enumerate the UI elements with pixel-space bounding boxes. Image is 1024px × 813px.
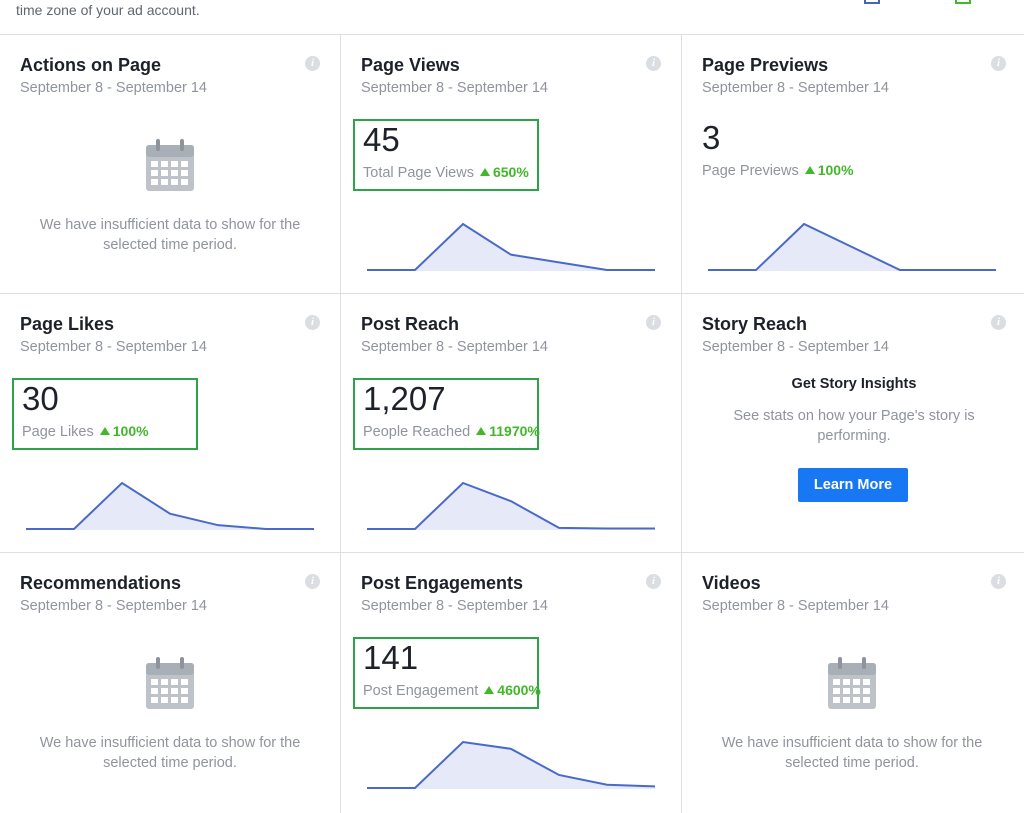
metric-subtitle: Post Engagement 4600% xyxy=(363,682,541,699)
card-title: Videos xyxy=(702,573,761,593)
card-page-views: Page Views September 8 - September 14 i … xyxy=(341,35,681,293)
card-page-previews: Page Previews September 8 - September 14… xyxy=(682,35,1024,293)
metric-change: 100% xyxy=(817,162,854,178)
card-post-reach: Post Reach September 8 - September 14 i … xyxy=(341,294,681,552)
up-arrow-icon xyxy=(476,427,487,435)
card-date-range: September 8 - September 14 xyxy=(702,598,889,614)
metric-summary: 45 Total Page Views 650% xyxy=(353,119,539,191)
card-title: Page Previews xyxy=(702,55,829,75)
card-date-range: September 8 - September 14 xyxy=(702,80,889,96)
card-title: Page Likes xyxy=(20,314,115,334)
metric-subtitle: Page Previews 100% xyxy=(702,162,854,179)
info-icon[interactable]: i xyxy=(991,315,1006,330)
info-icon[interactable]: i xyxy=(305,315,320,330)
metric-subtitle: People Reached 11970% xyxy=(363,423,540,440)
top-bar: time zone of your ad account. xyxy=(0,0,1024,35)
card-actions-on-page: Actions on Page September 8 - September … xyxy=(0,35,340,293)
card-post-engagements: Post Engagements September 8 - September… xyxy=(341,553,681,813)
card-recommendations: Recommendations September 8 - September … xyxy=(0,553,340,813)
card-title: Post Reach xyxy=(361,314,460,334)
metric-label: Page Previews xyxy=(702,163,799,179)
card-date-range: September 8 - September 14 xyxy=(361,80,548,96)
card-date-range: September 8 - September 14 xyxy=(361,339,548,355)
sparkline-area xyxy=(26,483,314,530)
learn-more-button[interactable]: Learn More xyxy=(798,468,908,502)
up-arrow-icon xyxy=(484,686,495,694)
sparkline xyxy=(708,222,996,271)
info-icon[interactable]: i xyxy=(646,56,661,71)
metric-label: Page Likes xyxy=(22,424,94,440)
metric-label: Post Engagement xyxy=(363,683,479,699)
info-icon[interactable]: i xyxy=(646,315,661,330)
metric-subtitle: Total Page Views 650% xyxy=(363,164,529,181)
card-title: Recommendations xyxy=(20,573,182,593)
metric-value: 1,207 xyxy=(363,380,446,417)
metric-change: 11970% xyxy=(489,423,540,439)
metric-value: 30 xyxy=(22,380,59,417)
card-story-reach: Story Reach September 8 - September 14 i… xyxy=(682,294,1024,552)
insufficient-data-text: We have insufficient data to show for th… xyxy=(39,735,301,771)
insufficient-data-text: We have insufficient data to show for th… xyxy=(721,735,983,771)
sparkline xyxy=(367,481,655,530)
timezone-note: time zone of your ad account. xyxy=(16,2,200,18)
sparkline xyxy=(367,222,655,271)
story-heading: Get Story Insights xyxy=(791,376,917,392)
metric-summary: 3 Page Previews 100% xyxy=(702,119,962,191)
sparkline-line xyxy=(367,481,655,530)
metric-value: 141 xyxy=(363,639,419,676)
insufficient-data-text: We have insufficient data to show for th… xyxy=(39,217,301,253)
story-description: See stats on how your Page's story is pe… xyxy=(733,408,975,444)
info-icon[interactable]: i xyxy=(646,574,661,589)
sparkline xyxy=(367,740,656,789)
metric-summary: 1,207 People Reached 11970% xyxy=(353,378,540,450)
calendar-icon xyxy=(144,137,196,193)
info-icon[interactable]: i xyxy=(305,56,320,71)
sparkline-area xyxy=(367,224,655,271)
up-arrow-icon xyxy=(99,427,110,435)
card-date-range: September 8 - September 14 xyxy=(702,339,889,355)
metric-summary: 141 Post Engagement 4600% xyxy=(353,637,541,709)
card-title: Page Views xyxy=(361,55,460,75)
metric-change: 4600% xyxy=(497,682,541,698)
sparkline-line xyxy=(367,222,655,271)
calendar-icon xyxy=(144,655,196,711)
metric-value: 45 xyxy=(363,121,400,158)
card-date-range: September 8 - September 14 xyxy=(20,339,207,355)
metric-subtitle: Page Likes 100% xyxy=(22,423,149,440)
sparkline xyxy=(26,481,314,530)
metric-change: 650% xyxy=(492,164,529,180)
info-icon[interactable]: i xyxy=(991,56,1006,71)
card-title: Story Reach xyxy=(702,314,808,334)
card-title: Actions on Page xyxy=(20,55,162,75)
insights-grid: Actions on Page September 8 - September … xyxy=(0,35,1024,813)
card-date-range: September 8 - September 14 xyxy=(361,598,548,614)
card-page-likes: Page Likes September 8 - September 14 i … xyxy=(0,294,340,552)
info-icon[interactable]: i xyxy=(991,574,1006,589)
download-icon[interactable] xyxy=(955,0,971,4)
metric-change: 100% xyxy=(112,423,149,439)
card-videos: Videos September 8 - September 14 i We h… xyxy=(682,553,1024,813)
up-arrow-icon xyxy=(804,166,815,174)
metric-label: Total Page Views xyxy=(363,165,474,181)
metric-value: 3 xyxy=(702,119,721,156)
sparkline-line xyxy=(708,222,996,271)
up-arrow-icon xyxy=(479,168,490,176)
sparkline-area xyxy=(367,483,655,530)
info-icon[interactable]: i xyxy=(305,574,320,589)
export-icon[interactable] xyxy=(864,0,880,4)
sparkline-line xyxy=(26,481,314,530)
card-date-range: September 8 - September 14 xyxy=(20,598,207,614)
card-title: Post Engagements xyxy=(361,573,524,593)
metric-label: People Reached xyxy=(363,424,471,440)
card-date-range: September 8 - September 14 xyxy=(20,80,207,96)
calendar-icon xyxy=(826,655,878,711)
metric-summary: 30 Page Likes 100% xyxy=(12,378,198,450)
